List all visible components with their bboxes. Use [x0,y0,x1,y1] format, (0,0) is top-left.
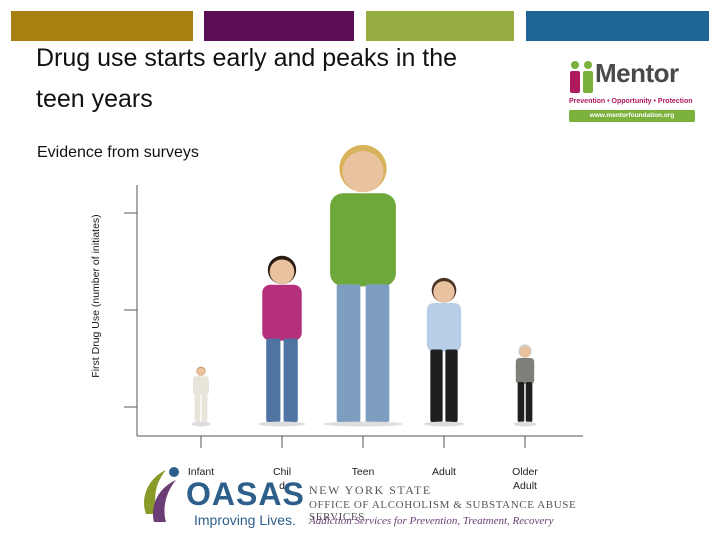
x-tick-label-0: Infant [188,466,214,478]
oasas-logo: OASAS Improving Lives. NEW YORK STATE OF… [136,462,616,530]
figure-head [269,259,295,285]
x-tick-label-4: Older Adult [512,466,538,492]
x-tick-label-3: Adult [432,466,456,478]
figure-shadow [513,421,537,427]
bar-figure-infant [191,366,211,427]
oasas-state: NEW YORK STATE [309,483,432,497]
figure-torso [262,284,302,341]
mentor-wordmark: Mentor [595,58,679,88]
mentor-figures-icon [570,61,593,93]
figure-leg-left [430,349,443,422]
mentor-logo: Mentor Prevention • Opportunity • Protec… [567,58,697,126]
figure-leg-left [517,382,525,422]
oasas-wordmark: OASAS [186,476,305,512]
bar-figure-child [258,255,306,427]
mentor-url: www.mentorfoundation.org [569,110,695,122]
figure-head [196,367,206,377]
figure-head [519,346,531,358]
bar-figure-teen [323,144,403,427]
header-band-4 [526,11,709,41]
slide-subtitle: Evidence from surveys [37,144,199,161]
figure-leg-right [283,338,298,422]
figure-leg-left [194,392,201,422]
bar-figure-older-adult [513,344,537,427]
mentor-tagline: Prevention • Opportunity • Protection [569,98,693,105]
oasas-office: OFFICE OF ALCOHOLISM & SUBSTANCE ABUSE S… [309,499,577,523]
oasas-figure-icon [144,467,179,522]
figure-head [342,151,384,193]
slide-title: Drug use starts early and peaks in the t… [36,44,458,113]
figure-head [433,281,455,303]
figure-leg-left [266,338,281,422]
header-band-2 [204,11,354,41]
figure-shadow [191,421,211,427]
figure-torso [330,193,396,287]
header-band-1 [11,11,193,41]
bar-figure-adult [423,277,465,427]
figure-torso [515,357,535,385]
figure-leg-right [445,349,458,422]
figure-leg-right [365,284,390,422]
figure-shadow [258,421,306,427]
figure-shadow [323,421,403,427]
figure-leg-left [336,284,361,422]
x-tick-label-2: Teen [352,466,375,478]
x-tick-label-1: Chil d [273,466,291,492]
figure-torso [193,376,209,395]
figure-torso [426,303,462,352]
figure-leg-right [201,392,208,422]
figure-leg-right [525,382,533,422]
header-band-3 [366,11,514,41]
figure-shadow [423,421,465,427]
oasas-tagline: Improving Lives. [194,512,296,528]
oasas-services: Addiction Services for Prevention, Treat… [309,515,554,527]
